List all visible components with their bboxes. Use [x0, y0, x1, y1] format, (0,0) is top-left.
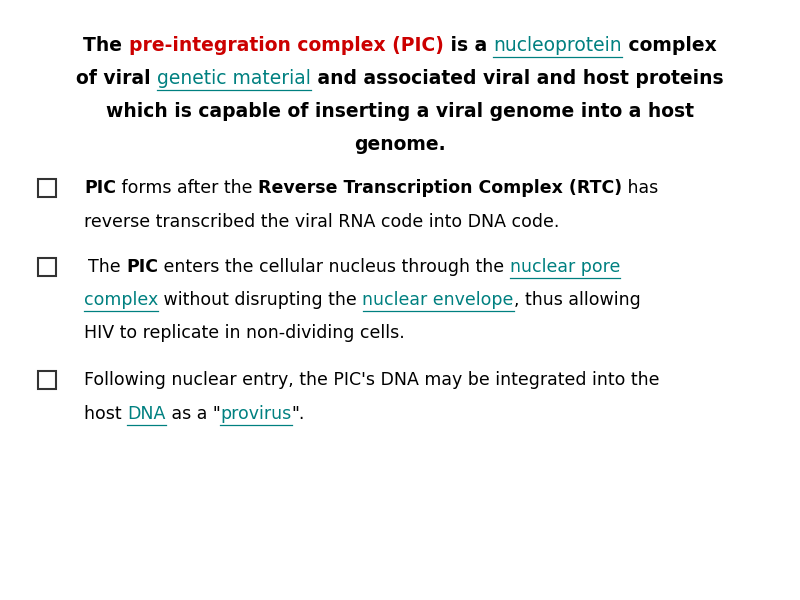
Text: Reverse Transcription Complex (RTC): Reverse Transcription Complex (RTC) [258, 179, 622, 197]
Text: genetic material: genetic material [158, 69, 311, 88]
Text: HIV to replicate in non-dividing cells.: HIV to replicate in non-dividing cells. [84, 324, 405, 342]
Text: The: The [88, 258, 126, 276]
Text: is a: is a [444, 36, 494, 55]
Bar [38, 179, 56, 197]
Text: has: has [622, 179, 658, 197]
Bar [38, 371, 56, 389]
Text: forms after the: forms after the [116, 179, 258, 197]
Text: PIC: PIC [84, 179, 116, 197]
Text: nucleoprotein: nucleoprotein [494, 36, 622, 55]
Text: which is capable of inserting a viral genome into a host: which is capable of inserting a viral ge… [106, 102, 694, 121]
Text: The: The [83, 36, 129, 55]
Text: nuclear envelope: nuclear envelope [362, 291, 514, 309]
Text: , thus allowing: , thus allowing [514, 291, 641, 309]
Text: as a ": as a " [166, 405, 220, 423]
Text: genome.: genome. [354, 135, 446, 154]
Text: Following nuclear entry, the PIC's DNA may be integrated into the: Following nuclear entry, the PIC's DNA m… [84, 371, 659, 389]
Text: reverse transcribed the viral RNA code into DNA code.: reverse transcribed the viral RNA code i… [84, 213, 559, 231]
Text: DNA: DNA [127, 405, 166, 423]
Text: of viral: of viral [76, 69, 158, 88]
Text: nuclear pore: nuclear pore [510, 258, 620, 276]
Text: and associated viral and host proteins: and associated viral and host proteins [311, 69, 724, 88]
Text: without disrupting the: without disrupting the [158, 291, 362, 309]
Text: host: host [84, 405, 127, 423]
Text: pre-integration complex (PIC): pre-integration complex (PIC) [129, 36, 444, 55]
Text: PIC: PIC [126, 258, 158, 276]
Text: enters the cellular nucleus through the: enters the cellular nucleus through the [158, 258, 510, 276]
Text: provirus: provirus [220, 405, 291, 423]
Text: complex: complex [622, 36, 717, 55]
Text: complex: complex [84, 291, 158, 309]
Text: ".: ". [291, 405, 305, 423]
Bar [38, 259, 56, 276]
